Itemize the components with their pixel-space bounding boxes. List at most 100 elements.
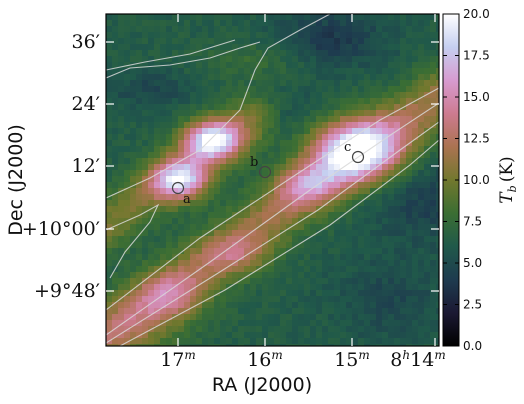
heatmap-cell	[316, 56, 323, 63]
heatmap-cell	[178, 332, 185, 339]
heatmap-cell	[106, 188, 113, 195]
heatmap-cell	[238, 140, 245, 147]
heatmap-cell	[334, 230, 341, 237]
heatmap-cell	[394, 110, 401, 117]
heatmap-cell	[250, 128, 257, 135]
heatmap-cell	[346, 146, 353, 153]
heatmap-cell	[412, 266, 419, 273]
heatmap-cell	[124, 80, 131, 87]
heatmap-cell	[358, 344, 365, 346]
heatmap-cell	[388, 344, 395, 346]
heatmap-cell	[166, 254, 173, 261]
heatmap-cell	[196, 284, 203, 291]
heatmap-cell	[430, 38, 437, 45]
heatmap-cell	[370, 128, 377, 135]
heatmap-cell	[196, 50, 203, 57]
heatmap-cell	[364, 170, 371, 177]
heatmap-cell	[130, 86, 137, 93]
heatmap-cell	[388, 266, 395, 273]
heatmap-cell	[280, 218, 287, 225]
heatmap-cell	[412, 122, 419, 129]
heatmap-cell	[196, 206, 203, 213]
heatmap-cell	[304, 122, 311, 129]
heatmap-cell	[184, 188, 191, 195]
heatmap-cell	[340, 68, 347, 75]
heatmap-cell	[124, 56, 131, 63]
heatmap-cell	[136, 170, 143, 177]
heatmap-cell	[310, 38, 317, 45]
heatmap-cell	[298, 32, 305, 39]
heatmap-cell	[400, 272, 407, 279]
heatmap-cell	[268, 290, 275, 297]
heatmap-cell	[430, 200, 437, 207]
heatmap-cell	[148, 128, 155, 135]
heatmap-cell	[118, 242, 125, 249]
heatmap-cell	[382, 182, 389, 189]
heatmap-cell	[334, 212, 341, 219]
heatmap-cell	[280, 260, 287, 267]
heatmap-cell	[430, 284, 437, 291]
heatmap-cell	[292, 302, 299, 309]
heatmap-cell	[298, 62, 305, 69]
heatmap-cell	[334, 158, 341, 165]
heatmap-cell	[226, 98, 233, 105]
heatmap-cell	[400, 44, 407, 51]
heatmap-cell	[400, 56, 407, 63]
heatmap-cell	[142, 62, 149, 69]
heatmap-cell	[148, 260, 155, 267]
heatmap-cell	[418, 56, 425, 63]
heatmap-cell	[190, 56, 197, 63]
heatmap-cell	[280, 62, 287, 69]
heatmap-cell	[286, 20, 293, 27]
heatmap-cell	[142, 146, 149, 153]
heatmap-cell	[226, 32, 233, 39]
heatmap-cell	[418, 206, 425, 213]
heatmap-cell	[316, 134, 323, 141]
heatmap-cell	[334, 302, 341, 309]
heatmap-cell	[172, 68, 179, 75]
heatmap-cell	[226, 326, 233, 333]
heatmap-cell	[424, 140, 431, 147]
heatmap-cell	[370, 38, 377, 45]
heatmap-cell	[214, 158, 221, 165]
heatmap-cell	[400, 134, 407, 141]
heatmap-cell	[328, 98, 335, 105]
heatmap-cell	[292, 272, 299, 279]
heatmap-cell	[304, 218, 311, 225]
heatmap-cell	[406, 320, 413, 327]
heatmap-cell	[160, 158, 167, 165]
heatmap-cell	[352, 182, 359, 189]
heatmap-cell	[304, 344, 311, 346]
heatmap-cell	[124, 224, 131, 231]
heatmap-cell	[436, 338, 439, 345]
heatmap-cell	[304, 134, 311, 141]
heatmap-cell	[412, 260, 419, 267]
heatmap-cell	[280, 86, 287, 93]
heatmap-cell	[208, 56, 215, 63]
heatmap-cell	[136, 110, 143, 117]
heatmap-cell	[268, 308, 275, 315]
heatmap-cell	[124, 14, 131, 21]
heatmap-cell	[406, 194, 413, 201]
heatmap-cell	[184, 134, 191, 141]
heatmap-cell	[214, 236, 221, 243]
heatmap-cell	[430, 188, 437, 195]
heatmap-cell	[238, 158, 245, 165]
heatmap-cell	[124, 50, 131, 57]
heatmap-cell	[112, 164, 119, 171]
heatmap-cell	[406, 200, 413, 207]
heatmap-cell	[394, 230, 401, 237]
heatmap-cell	[274, 218, 281, 225]
heatmap-cell	[358, 56, 365, 63]
heatmap-cell	[364, 236, 371, 243]
heatmap-cell	[400, 152, 407, 159]
heatmap-cell	[394, 74, 401, 81]
heatmap-cell	[322, 314, 329, 321]
heatmap-cell	[130, 158, 137, 165]
heatmap-cell	[256, 278, 263, 285]
heatmap-cell	[328, 80, 335, 87]
heatmap-cell	[136, 296, 143, 303]
heatmap-cell	[250, 74, 257, 81]
heatmap-cell	[250, 104, 257, 111]
heatmap-cell	[418, 182, 425, 189]
